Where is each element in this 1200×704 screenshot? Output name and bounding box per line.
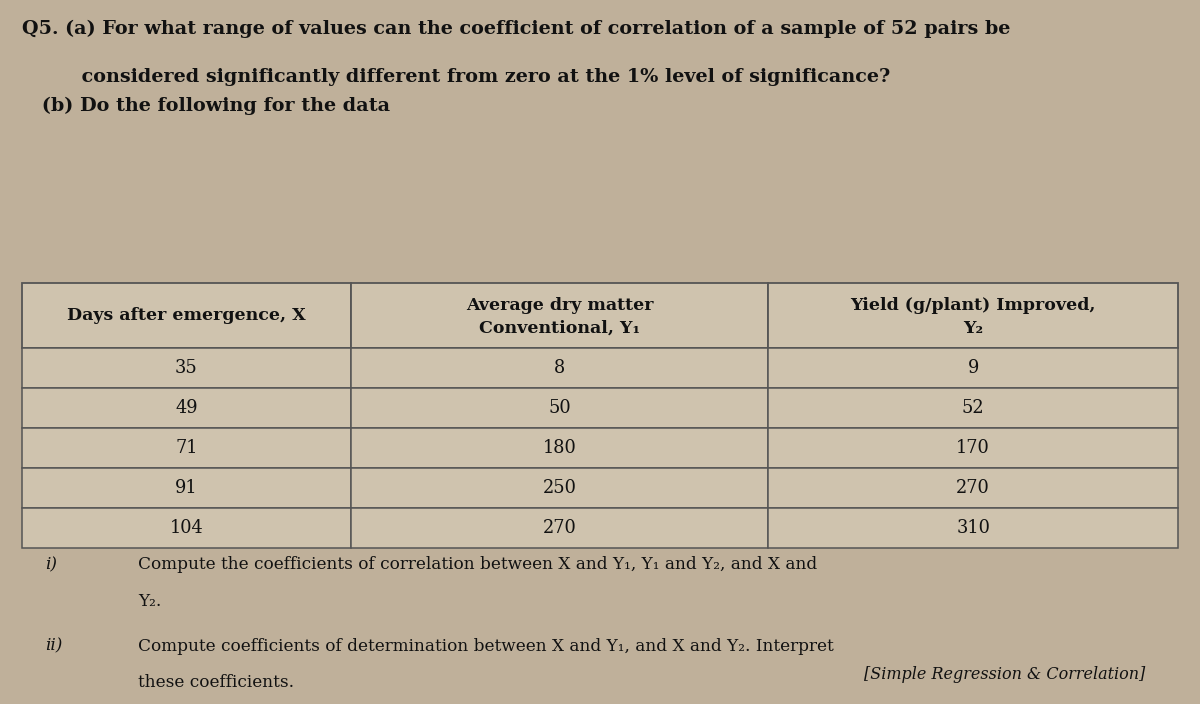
Text: Compute the coefficients of correlation between X and Y₁, Y₁ and Y₂, and X and: Compute the coefficients of correlation … [138,556,817,573]
Text: Q5. (a) For what range of values can the coefficient of correlation of a sample : Q5. (a) For what range of values can the… [22,20,1010,38]
Bar [352,348,768,388]
Bar [768,348,1178,388]
Text: 9: 9 [967,359,979,377]
Bar [22,508,352,548]
Text: 170: 170 [956,439,990,457]
Text: (b) Do the following for the data: (b) Do the following for the data [22,97,390,115]
Text: 91: 91 [175,479,198,497]
Text: 50: 50 [548,399,571,417]
Text: Y₂: Y₂ [964,320,983,337]
Text: Conventional, Y₁: Conventional, Y₁ [479,320,640,337]
Text: [Simple Regression & Correlation]: [Simple Regression & Correlation] [864,666,1145,683]
Text: 8: 8 [554,359,565,377]
Bar [22,428,352,468]
Text: 270: 270 [956,479,990,497]
Text: Average dry matter: Average dry matter [466,297,653,314]
Bar [768,388,1178,428]
Text: Compute coefficients of determination between X and Y₁, and X and Y₂. Interpret: Compute coefficients of determination be… [138,638,834,655]
Text: Yield (g/plant) Improved,: Yield (g/plant) Improved, [851,297,1096,314]
Text: these coefficients.: these coefficients. [138,674,294,691]
Bar [352,428,768,468]
Text: 250: 250 [542,479,576,497]
Bar [768,468,1178,508]
Bar [22,468,352,508]
Bar [352,468,768,508]
Text: 180: 180 [542,439,576,457]
Text: Days after emergence, X: Days after emergence, X [67,307,306,324]
Bar [768,428,1178,468]
Text: 310: 310 [956,520,990,537]
Text: Y₂.: Y₂. [138,593,161,610]
Bar [352,388,768,428]
Bar [352,283,768,348]
Bar [22,388,352,428]
Bar [22,283,352,348]
Bar [768,508,1178,548]
Bar [352,508,768,548]
Text: 35: 35 [175,359,198,377]
Text: ii): ii) [46,638,62,655]
Text: 71: 71 [175,439,198,457]
Bar [22,348,352,388]
Text: i): i) [46,556,58,573]
Text: 52: 52 [961,399,984,417]
Bar [768,283,1178,348]
Text: 49: 49 [175,399,198,417]
Text: considered significantly different from zero at the 1% level of significance?: considered significantly different from … [22,68,890,86]
Text: 104: 104 [169,520,203,537]
Text: 270: 270 [542,520,576,537]
